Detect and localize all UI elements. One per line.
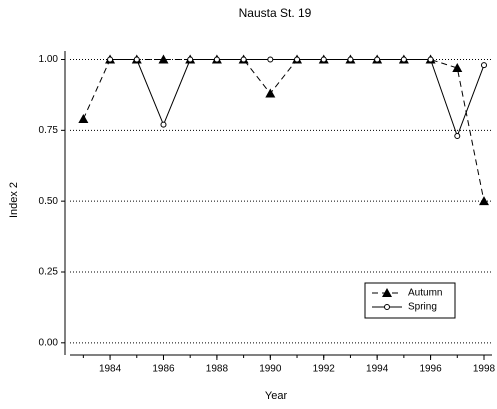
marker bbox=[454, 132, 461, 139]
y-tick-label: 0.00 bbox=[39, 337, 59, 348]
x-tick-label: 1984 bbox=[99, 364, 122, 375]
legend-marker bbox=[384, 304, 390, 310]
marker bbox=[265, 88, 276, 98]
marker bbox=[240, 56, 247, 63]
y-tick-label: 1.00 bbox=[39, 54, 59, 65]
y-axis-label: Index 2 bbox=[8, 182, 20, 218]
legend-label: Autumn bbox=[408, 288, 442, 299]
x-tick-label: 1996 bbox=[419, 364, 442, 375]
legend-label: Spring bbox=[408, 302, 437, 313]
y-tick-label: 0.25 bbox=[39, 267, 59, 278]
marker bbox=[160, 121, 167, 128]
x-tick-label: 1994 bbox=[366, 364, 389, 375]
marker bbox=[133, 56, 140, 63]
marker bbox=[213, 56, 220, 63]
chart-title: Nausta St. 19 bbox=[239, 6, 312, 20]
x-tick-label: 1998 bbox=[473, 364, 496, 375]
y-tick-label: 0.50 bbox=[39, 196, 59, 207]
marker bbox=[478, 196, 489, 206]
marker bbox=[158, 54, 169, 64]
marker bbox=[427, 56, 434, 63]
legend-marker bbox=[382, 288, 392, 297]
x-tick-label: 1990 bbox=[259, 364, 282, 375]
x-tick-label: 1986 bbox=[152, 364, 175, 375]
marker bbox=[452, 62, 463, 72]
x-axis-label: Year bbox=[265, 390, 288, 402]
x-tick-label: 1992 bbox=[313, 364, 336, 375]
marker bbox=[107, 56, 114, 63]
marker bbox=[347, 56, 354, 63]
marker bbox=[480, 62, 487, 69]
marker bbox=[187, 56, 194, 63]
marker bbox=[374, 56, 381, 63]
marker bbox=[78, 113, 89, 123]
x-tick-label: 1988 bbox=[206, 364, 229, 375]
legend-box bbox=[364, 282, 456, 319]
marker bbox=[267, 56, 274, 63]
marker bbox=[400, 56, 407, 63]
marker bbox=[320, 56, 327, 63]
y-tick-label: 0.75 bbox=[39, 125, 59, 136]
marker bbox=[294, 56, 301, 63]
legend: Autumn Spring bbox=[364, 282, 456, 319]
